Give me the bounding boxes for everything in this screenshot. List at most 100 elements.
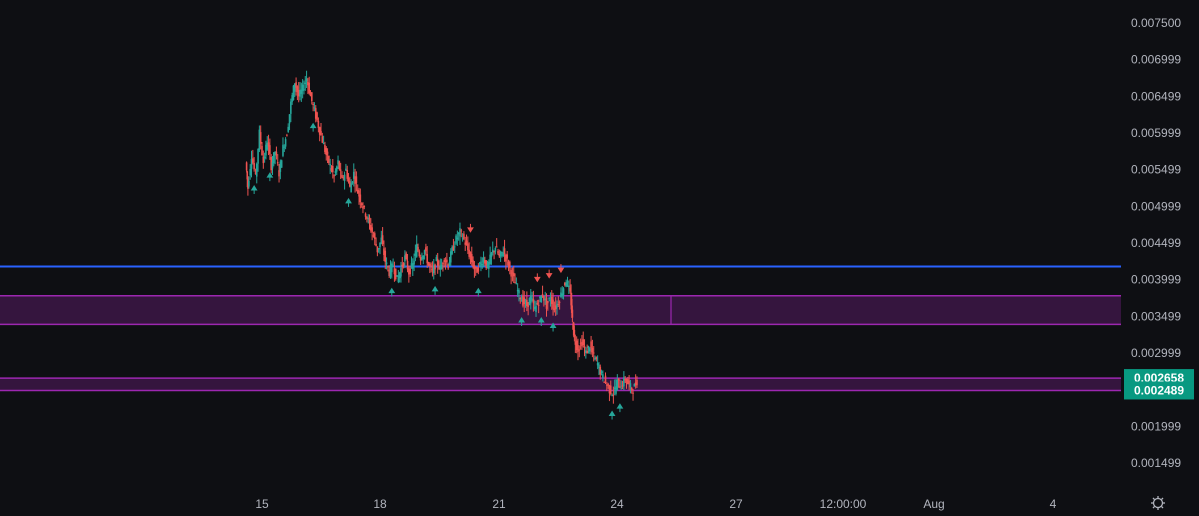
candle-body: [609, 385, 612, 394]
candle-body: [627, 379, 629, 385]
candle-body: [465, 240, 468, 245]
candle-layer: [245, 70, 638, 404]
candle-body: [533, 306, 536, 309]
candle-body: [501, 251, 503, 253]
candle-body: [532, 298, 535, 304]
candle-body: [467, 243, 469, 251]
candle-body: [573, 329, 576, 337]
candle-body: [350, 183, 352, 193]
candle-body: [280, 160, 283, 168]
candle-body: [478, 262, 481, 264]
candle-body: [297, 90, 300, 97]
candle-body: [342, 177, 345, 179]
x-tick-label: 12:00:00: [820, 497, 867, 511]
candle-body: [476, 268, 478, 273]
candle-body: [381, 235, 384, 245]
candle-body: [499, 251, 502, 257]
candle-body: [613, 387, 616, 390]
candle-body: [632, 392, 634, 394]
candle-body: [409, 268, 411, 275]
candle-body: [588, 348, 591, 352]
signal-marker-layer: [250, 122, 624, 420]
candle-body: [440, 264, 443, 269]
candle-body: [448, 262, 451, 266]
candle-body: [469, 252, 472, 258]
candle-body: [572, 322, 575, 336]
candle-body: [248, 180, 250, 187]
candle-body: [247, 178, 249, 189]
candle-body: [570, 298, 573, 313]
candle-body: [292, 85, 295, 101]
time-axis[interactable]: 15 18 21 24 27 12:00:00 Aug 4: [255, 497, 1056, 511]
candle-body: [267, 142, 270, 147]
candle-body: [565, 282, 567, 287]
candle-body: [318, 127, 321, 135]
x-tick-label: 4: [1050, 497, 1057, 511]
candle-body: [498, 254, 501, 257]
candle-body: [450, 251, 452, 263]
candle-body: [347, 178, 350, 182]
candle-body: [432, 265, 435, 274]
candle-body: [404, 255, 406, 262]
candle-body: [507, 261, 510, 268]
candle-body: [509, 261, 511, 268]
buy-signal-arrow-icon: [537, 317, 545, 326]
candle-body: [352, 171, 355, 179]
y-tick-label: 0.005499: [1131, 163, 1181, 177]
candle-body: [556, 303, 558, 308]
candle-body: [461, 238, 464, 240]
candle-body: [486, 264, 489, 268]
candle-body: [554, 305, 557, 310]
candle-body: [299, 89, 301, 97]
candle-body: [282, 144, 284, 156]
candle-body: [547, 301, 549, 304]
buy-signal-arrow-icon: [431, 285, 439, 295]
candle-body: [425, 247, 427, 252]
candle-body: [628, 380, 630, 385]
candle-body: [552, 299, 554, 309]
candle-body: [545, 297, 548, 309]
candle-body: [367, 218, 369, 220]
candle-body: [431, 269, 434, 271]
candle-body: [253, 163, 255, 170]
zone-layer: [0, 295, 1121, 392]
candle-body: [630, 387, 633, 390]
settings-gear-icon[interactable]: [1151, 496, 1165, 510]
candle-body: [515, 283, 518, 285]
candle-body: [548, 298, 550, 300]
candle-body: [491, 249, 494, 253]
price-axis[interactable]: 0.007500 0.006999 0.006499 0.005999 0.005499…: [1131, 16, 1181, 470]
candle-body: [600, 371, 603, 373]
candle-body: [549, 300, 552, 302]
candle-body: [539, 296, 541, 299]
candle-body: [290, 101, 292, 114]
candle-body: [557, 304, 560, 306]
candle-body: [529, 295, 532, 304]
candle-body: [250, 158, 253, 169]
x-tick-label: 24: [610, 497, 624, 511]
candle-body: [443, 259, 446, 263]
candle-body: [505, 254, 507, 262]
buy-signal-arrow-icon: [266, 172, 274, 182]
candle-body: [312, 104, 314, 106]
y-tick-label: 0.001999: [1131, 419, 1181, 433]
candle-body: [603, 381, 605, 383]
x-tick-label: 18: [373, 497, 387, 511]
candle-body: [446, 259, 448, 263]
candle-body: [503, 248, 506, 255]
candle-body: [510, 270, 512, 277]
candle-body: [434, 264, 436, 270]
y-tick-label: 0.003999: [1131, 273, 1181, 287]
candle-body: [309, 92, 312, 97]
candle-body: [358, 190, 360, 197]
candle-body: [464, 242, 467, 245]
candle-body: [262, 156, 265, 164]
candle-body: [384, 250, 387, 263]
candle-body: [376, 246, 379, 253]
sell-signal-arrow-icon: [545, 269, 553, 279]
candle-body: [405, 253, 408, 260]
candle-body: [387, 266, 389, 268]
candle-body: [356, 189, 359, 194]
